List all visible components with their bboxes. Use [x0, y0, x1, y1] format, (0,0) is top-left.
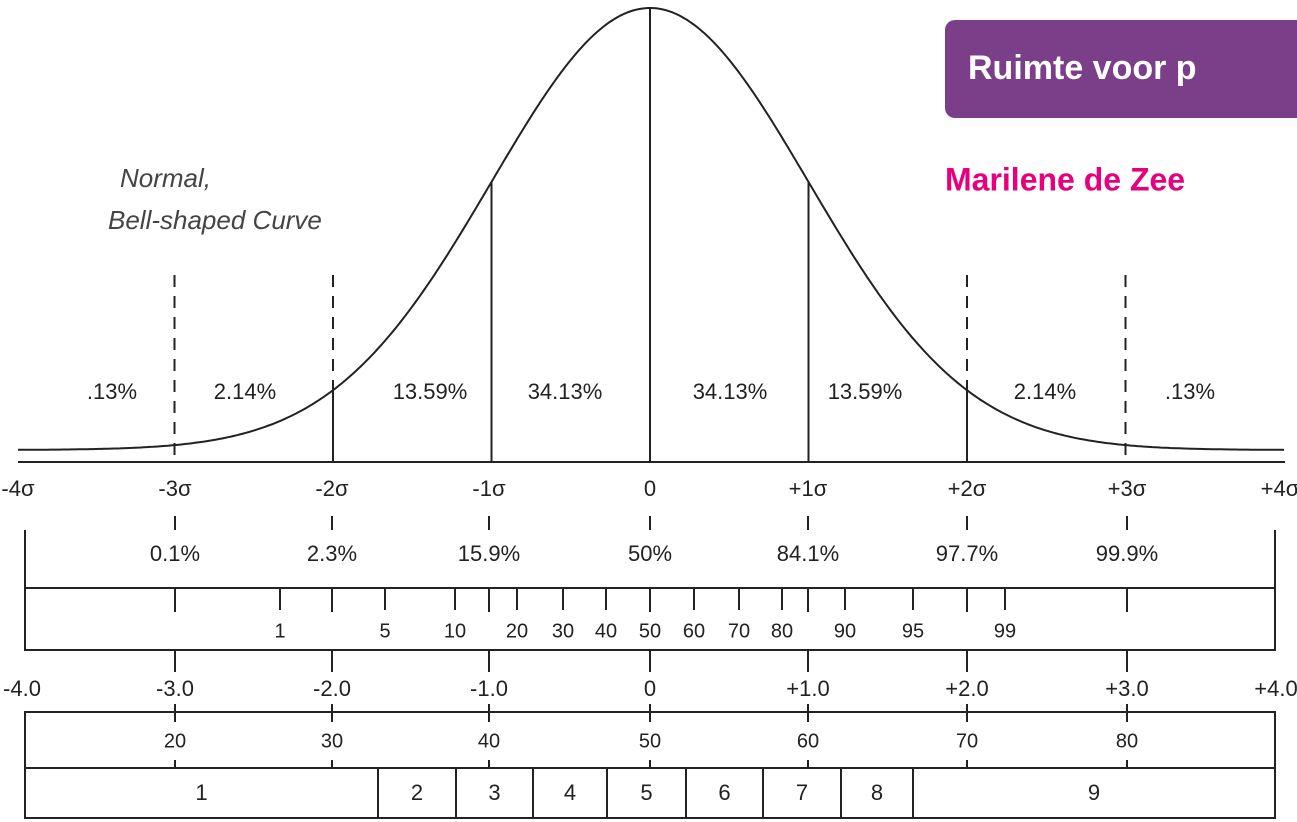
stanine: 4 — [564, 780, 576, 805]
percentile-label: 30 — [552, 620, 574, 642]
sigma-label: -4σ — [1, 476, 35, 501]
percentile-label: 90 — [834, 620, 856, 642]
percentile-label: 5 — [379, 620, 390, 642]
percentile-label: 80 — [771, 620, 793, 642]
z-score: -1.0 — [470, 676, 508, 701]
banner — [945, 20, 1297, 118]
stanine: 7 — [796, 780, 808, 805]
z-score: +2.0 — [945, 676, 988, 701]
region-percent: .13% — [87, 379, 137, 404]
z-score: -2.0 — [313, 676, 351, 701]
sigma-label: -2σ — [315, 476, 349, 501]
percentile-label: 99 — [994, 620, 1016, 642]
region-percent: 2.14% — [214, 379, 276, 404]
cumulative-percent: 0.1% — [150, 541, 200, 566]
sigma-label: -1σ — [472, 476, 506, 501]
cumulative-percent: 15.9% — [458, 541, 520, 566]
sigma-label: -3σ — [158, 476, 192, 501]
region-percent: 13.59% — [828, 379, 903, 404]
stanine: 2 — [411, 780, 423, 805]
region-percent: 34.13% — [528, 379, 603, 404]
stanine: 9 — [1088, 780, 1100, 805]
sigma-label: +1σ — [789, 476, 828, 501]
sigma-label: +3σ — [1108, 476, 1147, 501]
t-score: 70 — [956, 730, 978, 752]
t-score: 50 — [639, 730, 661, 752]
t-score: 60 — [797, 730, 819, 752]
annotation: Normal, — [120, 163, 211, 193]
percentile-label: 10 — [444, 620, 466, 642]
percentile-label: 70 — [728, 620, 750, 642]
sigma-label: +2σ — [948, 476, 987, 501]
cumulative-percent: 50% — [628, 541, 672, 566]
t-score: 30 — [321, 730, 343, 752]
region-percent: 13.59% — [393, 379, 468, 404]
stanine: 5 — [640, 780, 652, 805]
region-percent: 2.14% — [1014, 379, 1076, 404]
cumulative-percent: 84.1% — [777, 541, 839, 566]
region-percent: .13% — [1165, 379, 1215, 404]
cumulative-percent: 2.3% — [307, 541, 357, 566]
z-score: +4.0 — [1254, 676, 1297, 701]
sigma-label: +4σ — [1261, 476, 1297, 501]
stanine: 8 — [871, 780, 883, 805]
stanine: 6 — [718, 780, 730, 805]
percentile-label: 1 — [274, 620, 285, 642]
z-score: -4.0 — [3, 676, 41, 701]
region-percent: 34.13% — [693, 379, 768, 404]
t-score: 40 — [478, 730, 500, 752]
t-score: 20 — [164, 730, 186, 752]
banner-author: Marilene de Zee — [945, 161, 1185, 197]
sigma-label: 0 — [644, 476, 656, 501]
z-score: +3.0 — [1105, 676, 1148, 701]
percentile-label: 95 — [902, 620, 924, 642]
stanine-row — [24, 767, 1276, 819]
z-score: 0 — [644, 676, 656, 701]
cumulative-percent: 97.7% — [936, 541, 998, 566]
stanine: 3 — [488, 780, 500, 805]
percentile-label: 40 — [595, 620, 617, 642]
annotation: Bell-shaped Curve — [108, 205, 322, 235]
z-score: +1.0 — [786, 676, 829, 701]
t-score: 80 — [1116, 730, 1138, 752]
banner-title: Ruimte voor p — [968, 49, 1197, 87]
stanine: 1 — [195, 780, 207, 805]
z-score: -3.0 — [156, 676, 194, 701]
percentile-label: 20 — [506, 620, 528, 642]
percentile-label: 50 — [639, 620, 661, 642]
percentile-label: 60 — [683, 620, 705, 642]
cumulative-percent: 99.9% — [1096, 541, 1158, 566]
